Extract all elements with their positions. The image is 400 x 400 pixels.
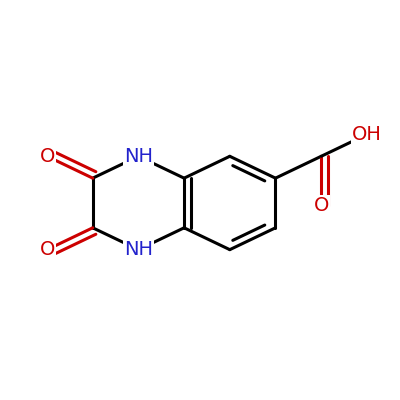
Text: O: O <box>39 147 55 166</box>
Text: O: O <box>39 240 55 259</box>
Text: NH: NH <box>124 147 153 166</box>
Text: O: O <box>314 196 329 216</box>
Text: OH: OH <box>352 125 382 144</box>
Text: NH: NH <box>124 240 153 259</box>
